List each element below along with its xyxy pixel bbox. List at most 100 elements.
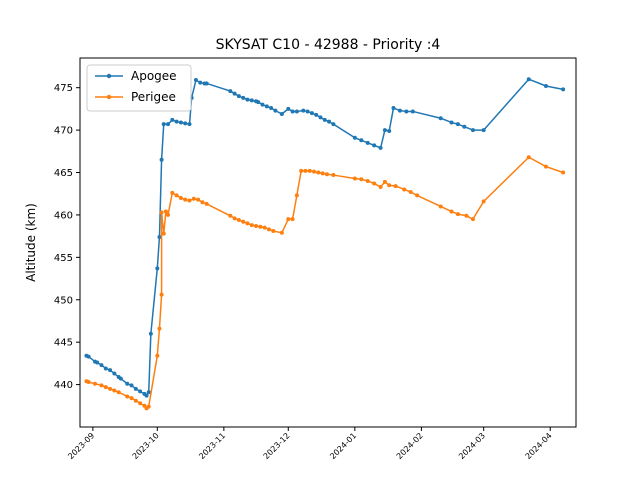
data-point-perigee [290,217,295,222]
data-point-apogee [543,83,548,88]
data-point-perigee [561,170,566,175]
data-point-perigee [331,173,336,178]
data-point-perigee [159,292,164,297]
data-point-perigee [254,223,259,228]
data-point-perigee [378,184,383,189]
data-point-apogee [228,89,233,94]
data-point-apogee [86,354,91,359]
data-point-perigee [129,396,134,401]
data-point-apogee [232,91,237,96]
data-point-apogee [382,128,387,133]
data-point-perigee [138,401,143,406]
data-point-perigee [294,193,299,198]
data-point-perigee [312,169,317,174]
data-point-perigee [174,193,179,198]
data-point-perigee [108,386,113,391]
data-point-apogee [365,140,370,145]
data-point-perigee [241,219,246,224]
data-point-apogee [327,119,332,124]
data-point-perigee [455,212,460,217]
data-point-perigee [316,170,321,175]
data-point-apogee [273,108,278,113]
data-point-apogee [187,122,192,127]
data-point-perigee [382,179,387,184]
data-point-perigee [170,190,175,195]
data-point-apogee [260,102,265,107]
data-point-perigee [266,227,271,232]
data-point-perigee [286,217,291,222]
data-point-perigee [133,398,138,403]
data-point-apogee [146,390,151,395]
y-tick-label: 475 [54,83,73,94]
series-apogee [84,77,566,398]
data-point-apogee [112,371,117,376]
data-point-apogee [318,115,323,120]
data-point-apogee [118,376,123,381]
data-point-apogee [561,87,566,92]
data-point-perigee [161,231,166,236]
data-point-apogee [148,331,153,336]
data-point-perigee [365,179,370,183]
data-point-apogee [286,106,291,111]
data-point-apogee [159,157,164,162]
data-point-perigee [372,181,377,186]
data-point-perigee [183,197,188,202]
data-point-apogee [387,128,392,133]
data-point-perigee [178,195,183,200]
data-point-perigee [543,164,548,169]
data-point-apogee [438,116,443,121]
data-point-apogee [526,77,531,82]
data-point-perigee [157,326,162,331]
data-point-perigee [415,193,420,198]
data-point-perigee [320,171,325,176]
data-point-apogee [193,78,198,83]
data-point-apogee [481,128,486,133]
data-point-perigee [359,177,364,182]
data-point-apogee [103,366,108,371]
data-point-apogee [245,97,250,102]
data-point-perigee [262,225,267,230]
data-point-perigee [408,190,413,195]
data-point-apogee [290,109,295,114]
data-point-perigee [464,213,469,218]
legend: Apogee Perigee [86,64,192,112]
data-point-perigee [232,216,237,221]
data-point-perigee [93,381,98,386]
plot-frame [79,57,577,428]
data-point-perigee [303,168,308,173]
data-point-perigee [103,385,108,390]
data-point-perigee [204,201,209,206]
data-point-apogee [170,117,175,122]
y-tick-label: 460 [54,210,73,221]
data-point-apogee [372,143,377,148]
data-point-apogee [129,383,134,388]
data-point-perigee [187,198,192,203]
data-point-perigee [449,209,454,214]
data-point-perigee [112,388,117,393]
data-point-perigee [191,196,196,201]
data-point-apogee [359,138,364,143]
data-point-perigee [236,218,241,223]
y-axis-title: Altitude (km) [24,203,38,282]
data-point-apogee [178,120,183,125]
y-axis: 440 445 450 455 460 465 470 475 [54,83,80,391]
data-point-apogee [314,112,319,117]
y-tick-label: 450 [54,295,73,306]
data-point-perigee [249,223,254,228]
y-tick-label: 465 [54,168,73,179]
data-point-perigee [481,199,486,204]
data-point-apogee [249,98,254,103]
series-layer [84,77,566,411]
data-point-apogee [462,124,467,129]
data-point-apogee [133,386,138,391]
data-point-perigee [86,380,91,385]
data-point-perigee [159,210,164,215]
data-point-apogee [331,122,336,127]
data-point-apogee [236,94,241,99]
data-point-apogee [309,111,314,116]
data-point-perigee [163,209,168,214]
y-tick-label: 440 [54,380,73,391]
chart-title: SKYSAT C10 - 42988 - Priority :4 [216,37,441,53]
data-point-apogee [378,145,383,150]
